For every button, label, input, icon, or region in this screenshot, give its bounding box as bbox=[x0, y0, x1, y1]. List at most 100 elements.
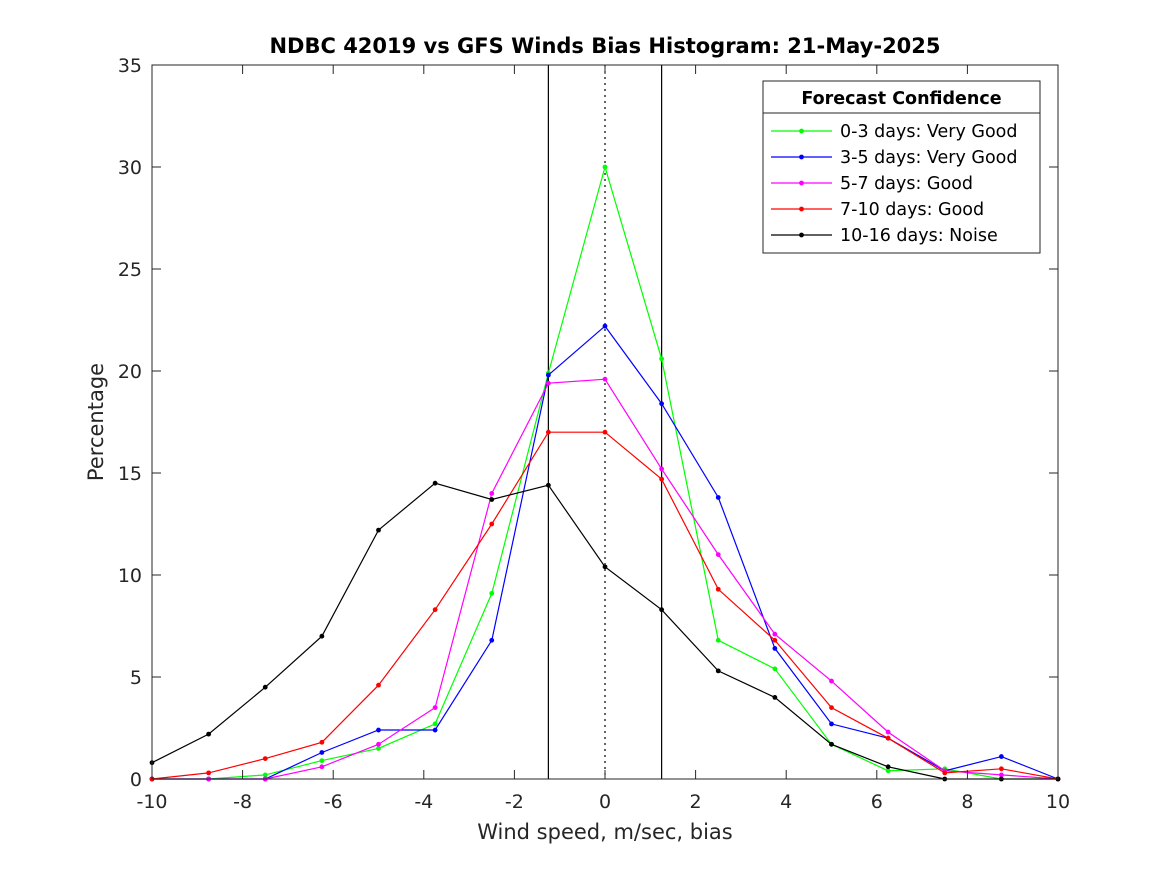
y-axis-title: Percentage bbox=[84, 363, 108, 481]
data-point bbox=[602, 564, 608, 570]
data-point bbox=[885, 768, 891, 774]
data-point bbox=[206, 770, 212, 776]
data-point bbox=[659, 401, 665, 407]
data-point bbox=[319, 739, 325, 745]
y-tick-label: 10 bbox=[118, 565, 142, 587]
data-point bbox=[885, 764, 891, 770]
data-point bbox=[319, 633, 325, 639]
reference-lines bbox=[547, 65, 663, 779]
data-point bbox=[715, 637, 721, 643]
data-point bbox=[545, 372, 551, 378]
data-point bbox=[376, 746, 381, 751]
data-point bbox=[432, 721, 438, 727]
data-point bbox=[489, 590, 495, 596]
data-point bbox=[319, 750, 325, 755]
data-point bbox=[376, 727, 381, 733]
y-axis: 0 5 10 15 20 25 30 35 bbox=[118, 55, 1058, 791]
series-layer bbox=[149, 164, 1061, 782]
legend-items: 0-3 days: Very Good 3-5 days: Very Good 5-… bbox=[771, 122, 1018, 246]
x-axis-title: Wind speed, m/sec, bias bbox=[477, 820, 733, 844]
data-point bbox=[715, 552, 721, 557]
x-tick-label: -2 bbox=[505, 791, 524, 813]
data-point bbox=[998, 772, 1004, 778]
data-point bbox=[432, 727, 438, 733]
x-tick-label: 2 bbox=[690, 791, 702, 813]
y-tick-label: 20 bbox=[118, 361, 142, 383]
x-tick-label: -10 bbox=[136, 791, 167, 813]
data-point bbox=[489, 637, 495, 643]
data-point bbox=[829, 721, 834, 727]
legend-label: 7-10 days: Good bbox=[840, 200, 984, 220]
legend-swatch-marker bbox=[799, 154, 804, 160]
data-point bbox=[376, 741, 381, 747]
legend-item: 3-5 days: Very Good bbox=[771, 148, 1018, 168]
legend-item: 0-3 days: Very Good bbox=[771, 122, 1018, 142]
x-tick-label: 10 bbox=[1046, 791, 1070, 813]
data-point bbox=[715, 586, 721, 592]
legend: Forecast Confidence 0-3 days: Very Good 3… bbox=[762, 80, 1041, 254]
data-point bbox=[489, 521, 495, 527]
data-point bbox=[432, 480, 438, 486]
x-axis: -10 -8 -6 -4 -2 0 2 4 6 8 10 bbox=[136, 65, 1070, 813]
x-tick-label: 6 bbox=[871, 791, 883, 813]
chart-title: NDBC 42019 vs GFS Winds Bias Histogram: … bbox=[269, 34, 940, 58]
x-tick-label: 0 bbox=[599, 791, 611, 813]
data-point bbox=[885, 735, 891, 741]
data-point bbox=[432, 607, 438, 613]
data-point bbox=[602, 429, 608, 435]
legend-item: 10-16 days: Noise bbox=[771, 226, 998, 246]
data-point bbox=[715, 495, 721, 500]
data-point bbox=[545, 482, 551, 488]
data-point bbox=[659, 476, 665, 482]
y-tick-label: 5 bbox=[130, 667, 142, 689]
y-tick-label: 15 bbox=[118, 463, 142, 485]
data-point bbox=[602, 164, 608, 170]
x-tick-label: -8 bbox=[233, 791, 252, 813]
data-point bbox=[715, 668, 721, 674]
legend-item: 7-10 days: Good bbox=[771, 200, 984, 220]
data-point bbox=[942, 770, 948, 776]
data-point bbox=[432, 705, 438, 710]
data-point bbox=[829, 678, 834, 684]
legend-title: Forecast Confidence bbox=[801, 89, 1001, 109]
data-point bbox=[885, 729, 891, 735]
legend-swatch-marker bbox=[799, 128, 804, 134]
data-point bbox=[772, 695, 778, 700]
legend-box bbox=[762, 80, 1041, 254]
data-point bbox=[376, 527, 381, 533]
legend-swatch-marker bbox=[799, 232, 804, 238]
x-tick-label: 8 bbox=[961, 791, 973, 813]
y-tick-label: 35 bbox=[118, 55, 142, 77]
series-3 bbox=[149, 376, 1061, 782]
series-5 bbox=[149, 480, 1061, 782]
y-tick-label: 30 bbox=[118, 157, 142, 179]
legend-label: 0-3 days: Very Good bbox=[840, 122, 1018, 142]
data-point bbox=[998, 766, 1004, 772]
legend-swatch-marker bbox=[799, 206, 804, 212]
x-tick-label: -6 bbox=[324, 791, 343, 813]
legend-label: 5-7 days: Good bbox=[840, 174, 973, 194]
x-tick-label: 4 bbox=[780, 791, 792, 813]
data-point bbox=[319, 758, 325, 764]
data-point bbox=[772, 631, 778, 637]
data-point bbox=[829, 741, 834, 747]
legend-label: 3-5 days: Very Good bbox=[840, 148, 1018, 168]
data-point bbox=[772, 637, 778, 643]
legend-swatch-marker bbox=[799, 180, 804, 186]
data-point bbox=[602, 323, 608, 329]
legend-label: 10-16 days: Noise bbox=[840, 226, 998, 246]
data-point bbox=[545, 429, 551, 435]
data-point bbox=[772, 666, 778, 672]
data-point bbox=[489, 497, 495, 502]
data-point bbox=[659, 356, 665, 362]
legend-item: 5-7 days: Good bbox=[771, 174, 973, 194]
data-point bbox=[262, 772, 268, 778]
data-point bbox=[262, 684, 268, 690]
data-point bbox=[829, 705, 834, 710]
x-tick-label: -4 bbox=[414, 791, 433, 813]
data-point bbox=[772, 646, 778, 651]
data-point bbox=[319, 764, 325, 770]
data-point bbox=[602, 376, 608, 382]
